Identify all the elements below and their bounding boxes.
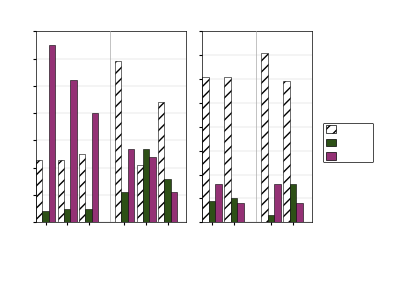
Bar [283,82,290,222]
Bar [261,53,268,222]
Bar [36,160,42,222]
Bar [268,215,274,222]
Bar [290,184,296,222]
Bar [49,45,55,222]
Bar [231,198,237,222]
Bar [164,179,171,222]
Legend: 正社員(定
着＋転職), 他形態から
正社員, 非典型一貫: 正社員(定 着＋転職), 他形態から 正社員, 非典型一貫 [323,123,373,162]
Bar [202,77,208,222]
Bar [115,61,121,222]
Bar [158,102,164,222]
Bar [121,192,128,222]
Bar [224,77,231,222]
Bar [86,209,92,222]
Bar [208,201,215,222]
Bar [92,113,98,222]
Bar [79,154,86,222]
Bar [70,80,76,222]
Bar [215,184,222,222]
Bar [64,209,70,222]
Bar [136,165,143,222]
Bar [274,184,281,222]
Bar [42,211,49,222]
Bar [58,160,64,222]
Bar [237,203,244,222]
Bar [296,203,303,222]
Bar [128,149,134,222]
Bar [171,192,177,222]
Bar [143,149,149,222]
Bar [149,157,156,222]
